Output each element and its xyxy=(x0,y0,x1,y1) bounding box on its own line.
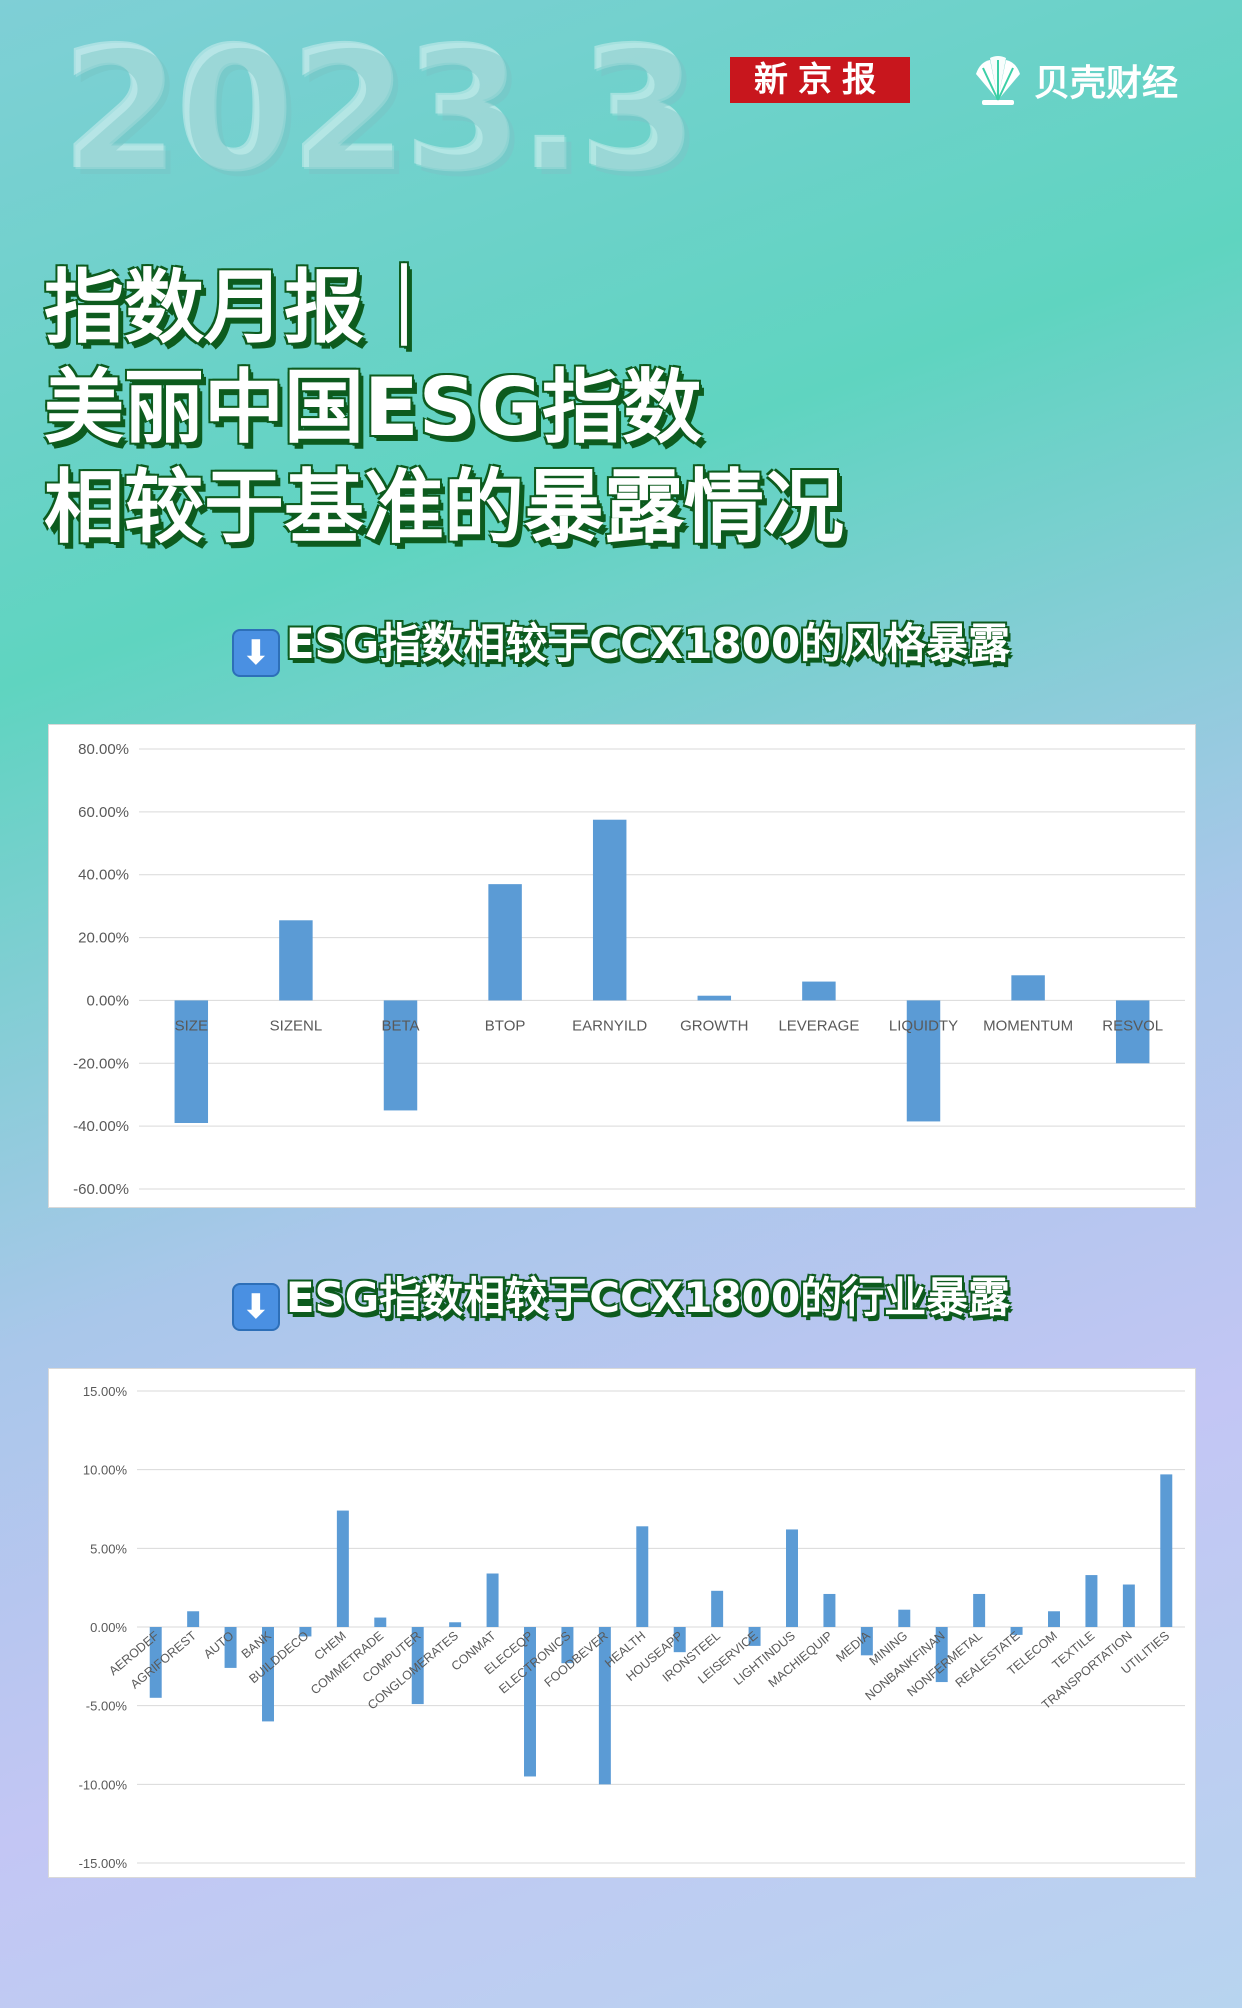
bar-lightindus xyxy=(786,1529,798,1627)
x-tick-label: LEVERAGE xyxy=(778,1017,859,1034)
bar-media xyxy=(860,1627,873,1656)
title-line-1: 指数月报｜ xyxy=(44,261,444,354)
y-tick-label: -40.00% xyxy=(73,1118,129,1135)
bar-eleceqp xyxy=(524,1627,536,1777)
bar-ironsteel xyxy=(711,1590,724,1627)
x-tick-label: EARNYILD xyxy=(572,1017,647,1034)
bar-liquidty xyxy=(906,1000,941,1122)
x-tick-label: MACHIEQUIP xyxy=(766,1629,836,1691)
y-tick-label: 10.00% xyxy=(83,1463,128,1478)
x-tick-label: MOMENTUM xyxy=(983,1017,1073,1034)
bar-resvol xyxy=(1115,1000,1150,1064)
y-tick-label: 5.00% xyxy=(90,1541,127,1556)
y-tick-label: -10.00% xyxy=(79,1777,128,1792)
bar-foodbever xyxy=(598,1627,611,1785)
y-tick-label: -20.00% xyxy=(73,1055,129,1072)
bar-health xyxy=(636,1526,649,1627)
style-exposure-heading: ⬇ ESG指数相较于CCX1800的风格暴露 xyxy=(0,610,1242,677)
bar-earnyild xyxy=(592,819,627,1001)
bar-sizenl xyxy=(279,920,313,1001)
y-tick-label: 0.00% xyxy=(90,1620,127,1635)
bar-conglomerates xyxy=(449,1622,462,1627)
x-tick-label: SIZENL xyxy=(270,1017,323,1034)
x-tick-label: REALESTATE xyxy=(953,1629,1023,1691)
y-tick-label: -5.00% xyxy=(86,1699,128,1714)
y-tick-label: -60.00% xyxy=(73,1181,129,1198)
shell-icon xyxy=(976,56,1020,105)
bar-conmat xyxy=(486,1573,499,1627)
x-tick-label: SIZE xyxy=(175,1017,208,1034)
bar-bank xyxy=(262,1627,274,1722)
x-tick-label: RESVOL xyxy=(1102,1017,1163,1034)
style-exposure-title: ESG指数相较于CCX1800的风格暴露 xyxy=(285,619,1011,668)
y-tick-label: 20.00% xyxy=(78,930,129,947)
bar-machiequip xyxy=(823,1593,836,1627)
title-line-2: 美丽中国ESG指数 xyxy=(44,361,702,454)
bar-auto xyxy=(224,1627,237,1668)
industry-exposure-chart-svg: 15.00% 10.00% 5.00% 0.00% -5.00% -10.00% -15.0… xyxy=(79,1384,1185,1871)
bar-textile xyxy=(1085,1575,1098,1627)
beike-logo: 贝壳财经 xyxy=(970,50,1178,110)
bar-computer xyxy=(411,1627,424,1705)
x-tick-label: LIQUIDTY xyxy=(889,1017,958,1034)
bar-utilities xyxy=(1160,1474,1173,1627)
bar-growth xyxy=(697,995,732,1001)
bar-nonfermetal xyxy=(973,1593,986,1627)
beike-logo-text: 贝壳财经 xyxy=(1034,63,1179,104)
y-tick-label: 60.00% xyxy=(78,804,129,821)
x-tick-label: AGRIFOREST xyxy=(128,1628,200,1691)
title-line-3: 相较于基准的暴露情况 xyxy=(44,461,844,554)
bar-agriforest xyxy=(187,1611,200,1627)
bar-leverage xyxy=(802,981,836,1001)
bar-leiservice xyxy=(748,1627,761,1646)
style-exposure-chart-svg: 80.00% 60.00% 40.00% 20.00% 0.00% -20.00% -40.… xyxy=(73,741,1185,1198)
bar-nonbankfinan xyxy=(935,1627,948,1683)
bar-electronics xyxy=(561,1627,574,1664)
down-arrow-icon: ⬇ xyxy=(231,1283,280,1331)
style-exposure-chart: 80.00% 60.00% 40.00% 20.00% 0.00% -20.00% -40.… xyxy=(48,724,1196,1208)
x-tick-label: BETA xyxy=(381,1017,419,1034)
bar-size xyxy=(174,1000,209,1123)
year-watermark: 2023.3 xyxy=(62,12,698,210)
bar-houseapp xyxy=(673,1627,686,1653)
bar-commetrade xyxy=(374,1617,387,1627)
bar-telecom xyxy=(1048,1611,1060,1627)
bar-beta xyxy=(383,1000,418,1111)
bar-mining xyxy=(898,1609,911,1627)
y-tick-label: 15.00% xyxy=(83,1384,128,1399)
x-tick-label: BTOP xyxy=(485,1017,526,1034)
y-tick-label: 40.00% xyxy=(78,867,129,884)
industry-exposure-heading: ⬇ ESG指数相较于CCX1800的行业暴露 xyxy=(0,1264,1242,1331)
bar-chem xyxy=(336,1510,349,1627)
bar-transportation xyxy=(1122,1584,1135,1627)
y-tick-label: 80.00% xyxy=(78,741,129,758)
bar-momentum xyxy=(1011,975,1045,1001)
industry-exposure-chart: 15.00% 10.00% 5.00% 0.00% -5.00% -10.00% -15.0… xyxy=(48,1368,1196,1878)
down-arrow-icon: ⬇ xyxy=(231,629,280,677)
bar-builddeco xyxy=(299,1627,312,1637)
bar-btop xyxy=(488,884,522,1001)
bar-aerodef xyxy=(149,1627,162,1698)
industry-exposure-title: ESG指数相较于CCX1800的行业暴露 xyxy=(285,1273,1011,1322)
y-tick-label: 0.00% xyxy=(86,992,129,1009)
x-tick-label: GROWTH xyxy=(680,1017,748,1034)
xinjingbao-logo: 新京报 xyxy=(730,57,910,103)
page-title: 指数月报｜ 美丽中国ESG指数 相较于基准的暴露情况 xyxy=(44,258,1194,558)
y-tick-label: -15.00% xyxy=(79,1856,128,1871)
bar-realestate xyxy=(1010,1627,1023,1635)
